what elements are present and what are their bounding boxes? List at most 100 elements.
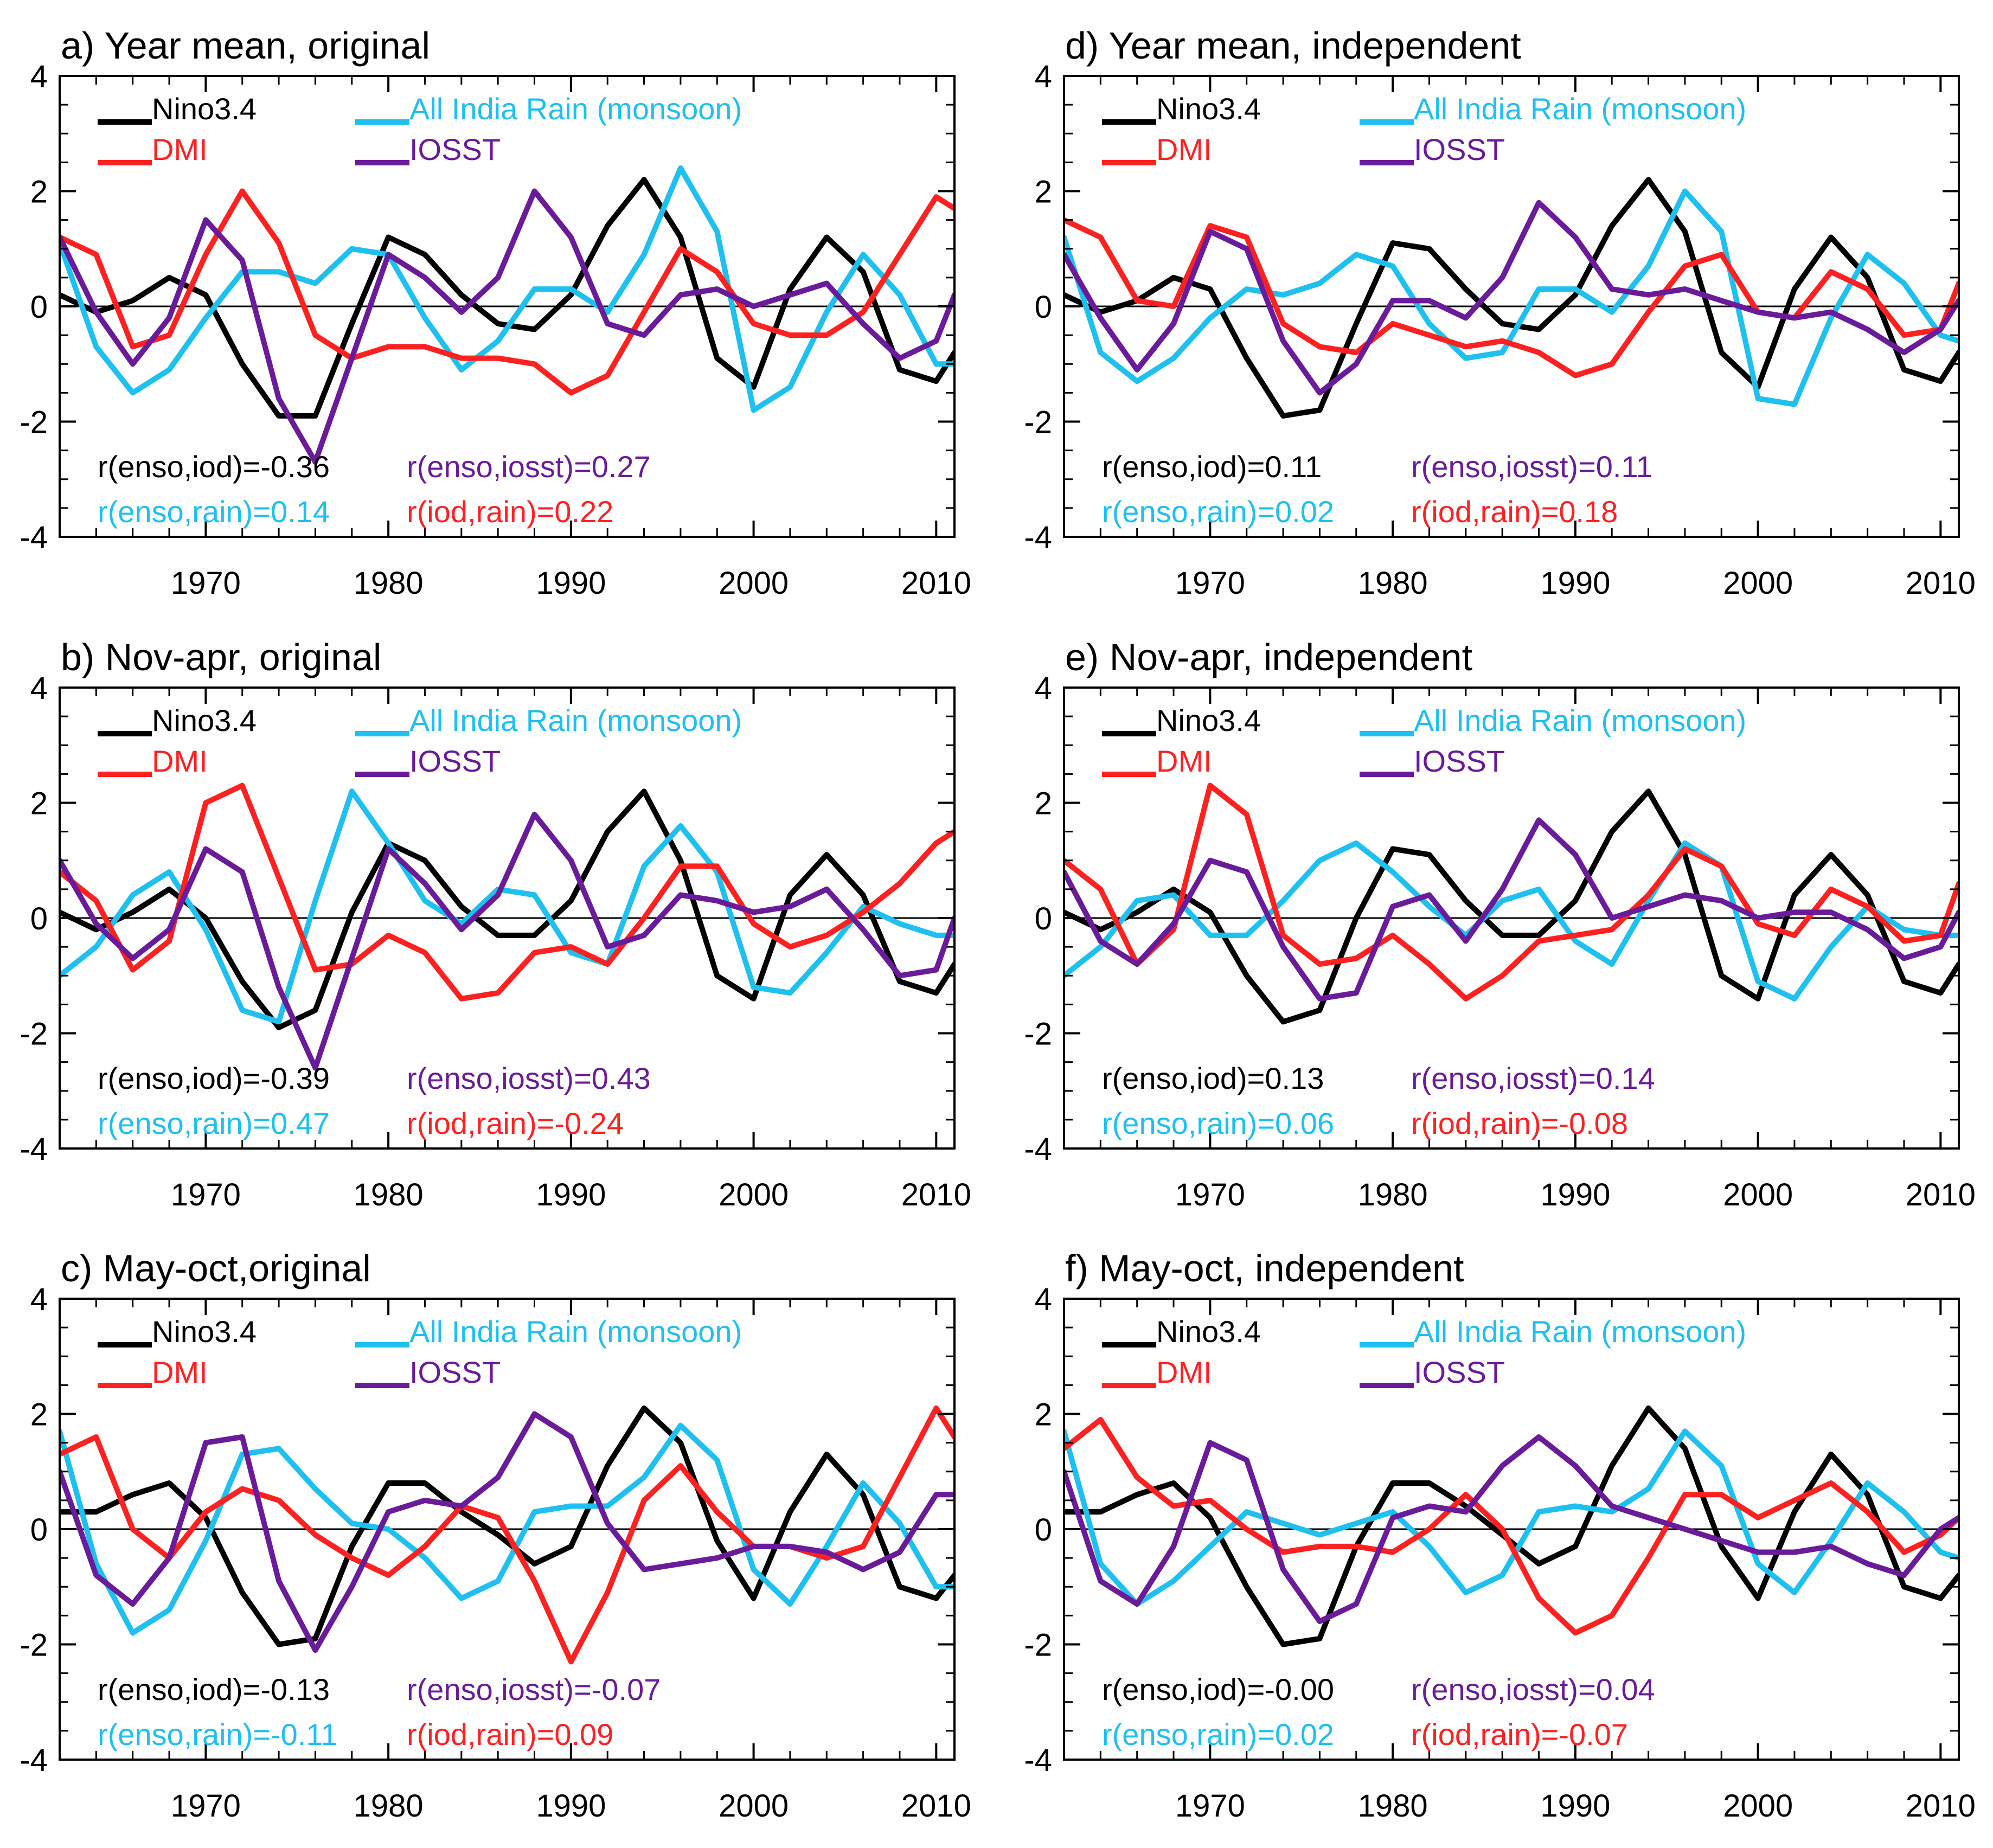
y-tick-label: 2 xyxy=(1035,786,1052,822)
series-line-iosst xyxy=(60,811,954,1071)
panel-title: f) May-oct, independent xyxy=(1065,1247,1464,1289)
correlation-stat: r(iod,rain)=-0.07 xyxy=(1411,1717,1628,1751)
correlation-stat: r(iod,rain)=0.18 xyxy=(1411,495,1618,529)
panel-a: a) Year mean, original -4 -2 0 2 4 1970 1980 199… xyxy=(20,24,971,601)
legend-label-rain: All India Rain (monsoon) xyxy=(1414,92,1746,126)
legend-label-iosst: IOSST xyxy=(1414,744,1505,778)
panel-f: f) May-oct, independent -4 -2 0 2 4 1970 1980 19… xyxy=(1024,1247,1975,1824)
y-tick-label: 4 xyxy=(1035,59,1052,94)
y-tick-label: 4 xyxy=(30,59,48,94)
x-tick-label: 1970 xyxy=(171,1177,241,1212)
series-line-dmi xyxy=(60,1405,954,1665)
legend-label-dmi: DMI xyxy=(1156,132,1212,166)
y-tick-label: -4 xyxy=(20,1743,48,1778)
legend-label-iosst: IOSST xyxy=(409,132,501,166)
y-tick-label: -4 xyxy=(1024,520,1052,555)
legend-label-nino: Nino3.4 xyxy=(152,703,257,737)
x-tick-label: 2010 xyxy=(901,566,971,601)
legend-label-dmi: DMI xyxy=(152,132,208,166)
series-line-dmi xyxy=(1064,217,1959,378)
panel-b: b) Nov-apr, original -4 -2 0 2 4 1970 1980 1990 2… xyxy=(20,636,971,1212)
correlation-stat: r(enso,iosst)=0.27 xyxy=(407,450,651,484)
correlation-stat: r(enso,rain)=-0.11 xyxy=(98,1717,338,1751)
x-tick-label: 2010 xyxy=(1906,1177,1976,1212)
correlation-stat: r(iod,rain)=0.22 xyxy=(407,495,613,529)
legend-label-nino: Nino3.4 xyxy=(1156,1314,1261,1349)
correlation-stat: r(enso,iod)=0.13 xyxy=(1102,1061,1324,1095)
correlation-stat: r(enso,iosst)=0.43 xyxy=(407,1061,651,1095)
legend-label-rain: All India Rain (monsoon) xyxy=(1414,703,1746,737)
panel-title: d) Year mean, independent xyxy=(1065,24,1521,67)
correlation-stat: r(enso,iosst)=0.11 xyxy=(1411,450,1653,484)
series-line-rain xyxy=(1064,840,1959,1002)
x-tick-label: 1980 xyxy=(1358,1788,1428,1824)
y-tick-label: 0 xyxy=(30,1512,48,1548)
legend-label-nino: Nino3.4 xyxy=(1156,92,1261,126)
series-line-nino xyxy=(1064,1405,1959,1647)
y-tick-label: -2 xyxy=(20,1628,48,1663)
y-tick-label: -4 xyxy=(1024,1132,1052,1167)
legend-label-dmi: DMI xyxy=(1156,1355,1212,1389)
y-tick-label: 2 xyxy=(30,1397,48,1433)
x-tick-label: 1970 xyxy=(171,566,241,601)
y-tick-label: 2 xyxy=(30,786,48,822)
correlation-stat: r(enso,iod)=-0.00 xyxy=(1102,1672,1334,1706)
series-line-iosst xyxy=(1064,1434,1959,1624)
legend-label-iosst: IOSST xyxy=(1414,1355,1505,1389)
legend-label-rain: All India Rain (monsoon) xyxy=(1414,1314,1746,1349)
y-tick-label: -2 xyxy=(20,405,48,440)
x-tick-label: 2010 xyxy=(1906,566,1976,601)
x-tick-label: 1990 xyxy=(536,1788,606,1824)
legend-label-rain: All India Rain (monsoon) xyxy=(409,703,742,737)
correlation-stat: r(enso,iod)=-0.36 xyxy=(98,450,330,484)
legend-label-dmi: DMI xyxy=(152,744,208,778)
correlation-stat: r(enso,rain)=0.06 xyxy=(1102,1106,1334,1140)
correlation-stat: r(enso,iod)=-0.39 xyxy=(98,1061,330,1095)
correlation-stat: r(enso,iosst)=0.04 xyxy=(1411,1672,1655,1706)
series-line-dmi xyxy=(60,188,954,396)
legend-label-dmi: DMI xyxy=(152,1355,208,1389)
x-tick-label: 1980 xyxy=(354,1177,424,1212)
x-tick-label: 1990 xyxy=(1540,566,1610,601)
panel-title: c) May-oct,original xyxy=(61,1247,371,1289)
legend-label-nino: Nino3.4 xyxy=(1156,703,1261,737)
series-group xyxy=(60,1405,954,1665)
y-tick-label: 0 xyxy=(30,290,48,325)
x-tick-label: 1970 xyxy=(1175,1177,1245,1212)
legend-label-rain: All India Rain (monsoon) xyxy=(409,92,742,126)
x-tick-label: 1970 xyxy=(171,1788,241,1824)
y-tick-label: 0 xyxy=(1035,290,1052,325)
legend-label-dmi: DMI xyxy=(1156,744,1212,778)
y-tick-label: -2 xyxy=(20,1017,48,1052)
y-tick-label: 0 xyxy=(30,901,48,936)
y-tick-label: 0 xyxy=(1035,1512,1052,1548)
series-line-iosst xyxy=(1064,817,1959,1002)
legend-label-iosst: IOSST xyxy=(409,744,501,778)
panel-e: e) Nov-apr, independent -4 -2 0 2 4 1970 1980 19… xyxy=(1024,636,1975,1212)
series-line-dmi xyxy=(1064,782,1959,1002)
series-group xyxy=(1064,782,1959,1025)
series-line-rain xyxy=(60,788,954,1025)
x-tick-label: 1970 xyxy=(1175,1788,1245,1824)
panel-title: a) Year mean, original xyxy=(61,24,430,67)
legend-label-nino: Nino3.4 xyxy=(152,1314,257,1349)
correlation-stat: r(iod,rain)=0.09 xyxy=(407,1717,613,1751)
correlation-stat: r(enso,iod)=0.11 xyxy=(1102,450,1322,484)
y-tick-label: -2 xyxy=(1024,1628,1052,1663)
y-tick-label: 2 xyxy=(1035,1397,1052,1433)
correlation-stat: r(iod,rain)=-0.08 xyxy=(1411,1106,1628,1140)
y-tick-label: -2 xyxy=(1024,1017,1052,1052)
x-tick-label: 1980 xyxy=(354,1788,424,1824)
correlation-stat: r(iod,rain)=-0.24 xyxy=(407,1106,624,1140)
correlation-stat: r(enso,rain)=0.02 xyxy=(1102,495,1334,529)
x-tick-label: 2000 xyxy=(1723,566,1793,601)
correlation-stat: r(enso,iod)=-0.13 xyxy=(98,1672,330,1706)
series-line-dmi xyxy=(60,782,954,1002)
x-tick-label: 1990 xyxy=(1540,1788,1610,1824)
x-tick-label: 2000 xyxy=(1723,1788,1793,1824)
x-tick-label: 2010 xyxy=(901,1788,971,1824)
series-line-rain xyxy=(60,165,954,413)
x-tick-label: 1990 xyxy=(536,1177,606,1212)
legend-label-iosst: IOSST xyxy=(1414,132,1505,166)
correlation-stat: r(enso,rain)=0.14 xyxy=(98,495,330,529)
